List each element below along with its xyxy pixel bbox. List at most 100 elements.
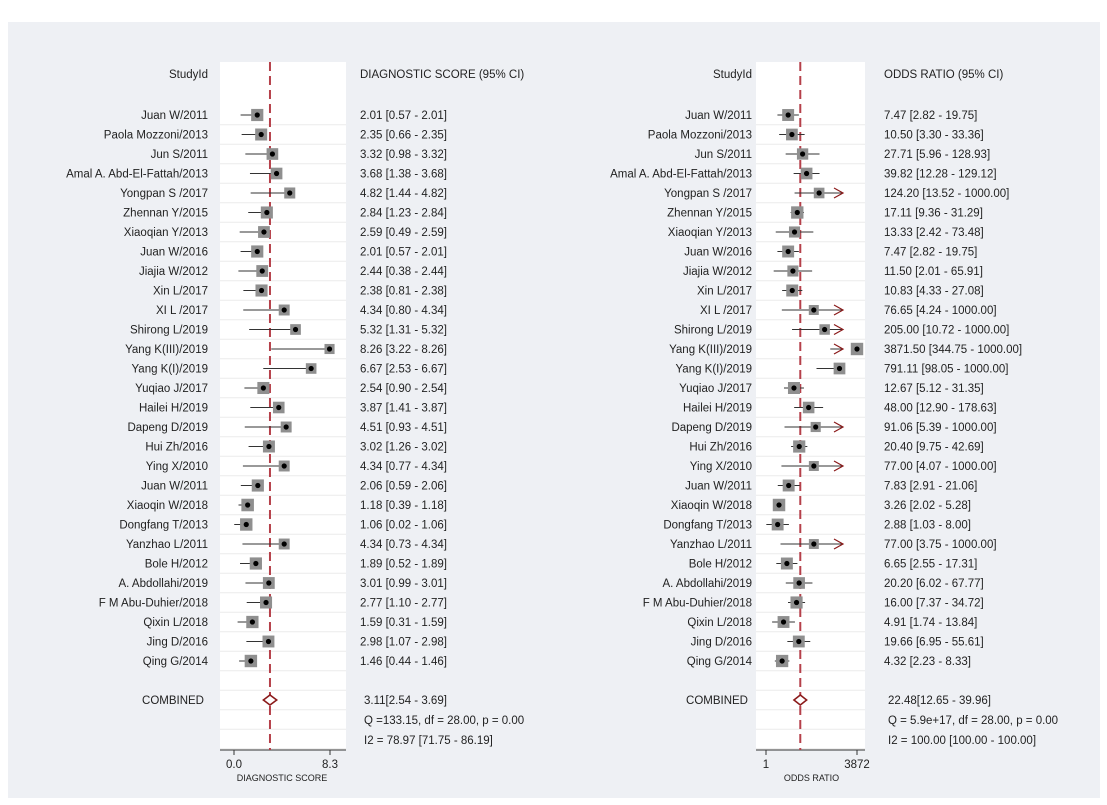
study-ci-text: 2.54 [0.90 - 2.54] <box>360 383 447 395</box>
point-estimate-dot <box>308 365 314 372</box>
study-ci-text: 3.01 [0.99 - 3.01] <box>360 578 447 590</box>
point-estimate-dot <box>796 580 802 586</box>
study-ci-text: 4.32 [2.23 - 8.33] <box>884 656 971 668</box>
point-estimate-dot <box>263 599 269 606</box>
point-estimate-dot <box>784 560 790 567</box>
study-label: Juan W/2016 <box>140 247 208 259</box>
study-label: Amal A. Abd-El-Fattah/2013 <box>66 169 208 181</box>
study-ci-text: 20.40 [9.75 - 42.69] <box>884 442 984 454</box>
study-label: Paola Mozzoni/2013 <box>648 130 752 142</box>
study-ci-text: 19.66 [6.95 - 55.61] <box>884 637 984 649</box>
study-ci-text: 1.89 [0.52 - 1.89] <box>360 559 447 571</box>
study-ci-text: 17.11 [9.36 - 31.29] <box>884 208 983 220</box>
study-label: Qixin L/2018 <box>687 617 752 629</box>
study-ci-text: 4.34 [0.80 - 4.34] <box>360 305 447 317</box>
study-label: Hailei H/2019 <box>683 403 752 415</box>
study-label: Hui Zh/2016 <box>145 442 208 454</box>
study-label: Yuqiao J/2017 <box>135 383 208 395</box>
study-ci-text: 1.18 [0.39 - 1.18] <box>360 500 447 512</box>
heterogeneity-stat: Q =133.15, df = 28.00, p = 0.00 <box>364 715 524 727</box>
study-label: Yanzhao L/2011 <box>126 539 208 551</box>
study-label: Ying X/2010 <box>146 461 208 473</box>
study-label: Xin L/2017 <box>697 286 752 298</box>
study-label: F M Abu-Duhier/2018 <box>643 598 752 610</box>
study-label: Yang K(I)/2019 <box>675 364 752 376</box>
study-label: Xin L/2017 <box>153 286 208 298</box>
study-ci-text: 39.82 [12.28 - 129.12] <box>884 169 997 181</box>
point-estimate-dot <box>822 326 828 333</box>
point-estimate-dot <box>785 112 791 118</box>
study-label: Dongfang T/2013 <box>119 520 208 532</box>
study-ci-text: 3.02 [1.26 - 3.02] <box>360 442 447 454</box>
study-label: Juan W/2011 <box>685 481 752 493</box>
point-estimate-dot <box>249 619 255 625</box>
study-ci-text: 3.68 [1.38 - 3.68] <box>360 169 447 181</box>
point-estimate-dot <box>806 404 812 411</box>
study-label: Jun S/2011 <box>151 149 208 161</box>
study-ci-text: 4.34 [0.73 - 4.34] <box>360 539 447 551</box>
point-estimate-dot <box>791 229 798 235</box>
study-ci-text: 7.47 [2.82 - 19.75] <box>884 110 977 122</box>
point-estimate-dot <box>248 658 254 664</box>
combined-ci-text: 3.11[2.54 - 3.69] <box>364 695 447 707</box>
study-ci-text: 11.50 [2.01 - 65.91] <box>884 266 983 278</box>
x-tick-label: 8.3 <box>322 759 338 771</box>
study-ci-text: 27.71 [5.96 - 128.93] <box>884 149 990 161</box>
x-tick-label: 3872 <box>844 759 870 771</box>
study-label: Ying X/2010 <box>690 461 752 473</box>
study-label: Hailei H/2019 <box>139 403 208 415</box>
point-estimate-dot <box>789 287 795 294</box>
point-estimate-dot <box>796 443 802 450</box>
study-label: Yongpan S /2017 <box>664 188 752 200</box>
point-estimate-dot <box>255 482 261 489</box>
x-axis-label: DIAGNOSTIC SCORE <box>237 773 328 783</box>
study-ci-text: 4.91 [1.74 - 13.84] <box>884 617 977 629</box>
point-estimate-dot <box>775 521 781 528</box>
study-ci-text: 791.11 [98.05 - 1000.00] <box>884 364 1008 376</box>
heterogeneity-stat: I2 = 100.00 [100.00 - 100.00] <box>888 735 1036 747</box>
study-ci-text: 2.35 [0.66 - 2.35] <box>360 130 447 142</box>
study-label: Bole H/2012 <box>145 559 208 571</box>
study-label: A. Abdollahi/2019 <box>118 578 208 590</box>
study-label: Dapeng D/2019 <box>671 422 752 434</box>
point-estimate-dot <box>786 482 792 489</box>
combined-diamond <box>792 693 808 707</box>
point-estimate-dot <box>258 131 264 138</box>
point-estimate-dot <box>811 307 817 313</box>
study-ci-text: 1.59 [0.31 - 1.59] <box>360 617 447 629</box>
study-ci-text: 1.06 [0.02 - 1.06] <box>360 520 447 532</box>
study-ci-text: 12.67 [5.12 - 31.35] <box>884 383 984 395</box>
point-estimate-dot <box>816 190 822 196</box>
ci-arrow <box>833 304 845 316</box>
point-estimate-dot <box>276 404 282 411</box>
combined-ci-text: 22.48[12.65 - 39.96] <box>888 695 991 707</box>
point-estimate-dot <box>854 346 860 352</box>
study-label: Amal A. Abd-El-Fattah/2013 <box>610 169 752 181</box>
point-estimate-dot <box>281 541 287 547</box>
point-estimate-dot <box>791 385 797 391</box>
ci-arrow <box>833 538 845 550</box>
point-estimate-dot <box>273 170 280 177</box>
study-label: XI L /2017 <box>700 305 752 317</box>
study-id-header: StudyId <box>169 69 208 81</box>
ci-header: DIAGNOSTIC SCORE (95% CI) <box>360 69 524 81</box>
study-ci-text: 3.32 [0.98 - 3.32] <box>360 149 447 161</box>
ci-arrow <box>833 421 845 433</box>
study-ci-text: 2.59 [0.49 - 2.59] <box>360 227 447 239</box>
point-estimate-dot <box>245 502 251 508</box>
point-estimate-dot <box>281 463 287 469</box>
study-label: Paola Mozzoni/2013 <box>104 130 208 142</box>
x-axis-label: ODDS RATIO <box>784 773 839 783</box>
study-ci-text: 10.83 [4.33 - 27.08] <box>884 286 984 298</box>
heterogeneity-stat: I2 = 78.97 [71.75 - 86.19] <box>364 735 493 747</box>
study-ci-text: 8.26 [3.22 - 8.26] <box>360 344 447 356</box>
study-label: Jun S/2011 <box>695 149 752 161</box>
point-estimate-dot <box>780 619 787 625</box>
study-ci-text: 3.87 [1.41 - 3.87] <box>360 403 447 415</box>
heterogeneity-stat: Q = 5.9e+17, df = 28.00, p = 0.00 <box>888 715 1058 727</box>
point-estimate-dot <box>813 424 819 430</box>
x-tick-label: 1 <box>763 759 769 771</box>
ci-arrow <box>833 343 845 355</box>
point-estimate-dot <box>260 385 266 391</box>
study-label: Shirong L/2019 <box>130 325 208 337</box>
